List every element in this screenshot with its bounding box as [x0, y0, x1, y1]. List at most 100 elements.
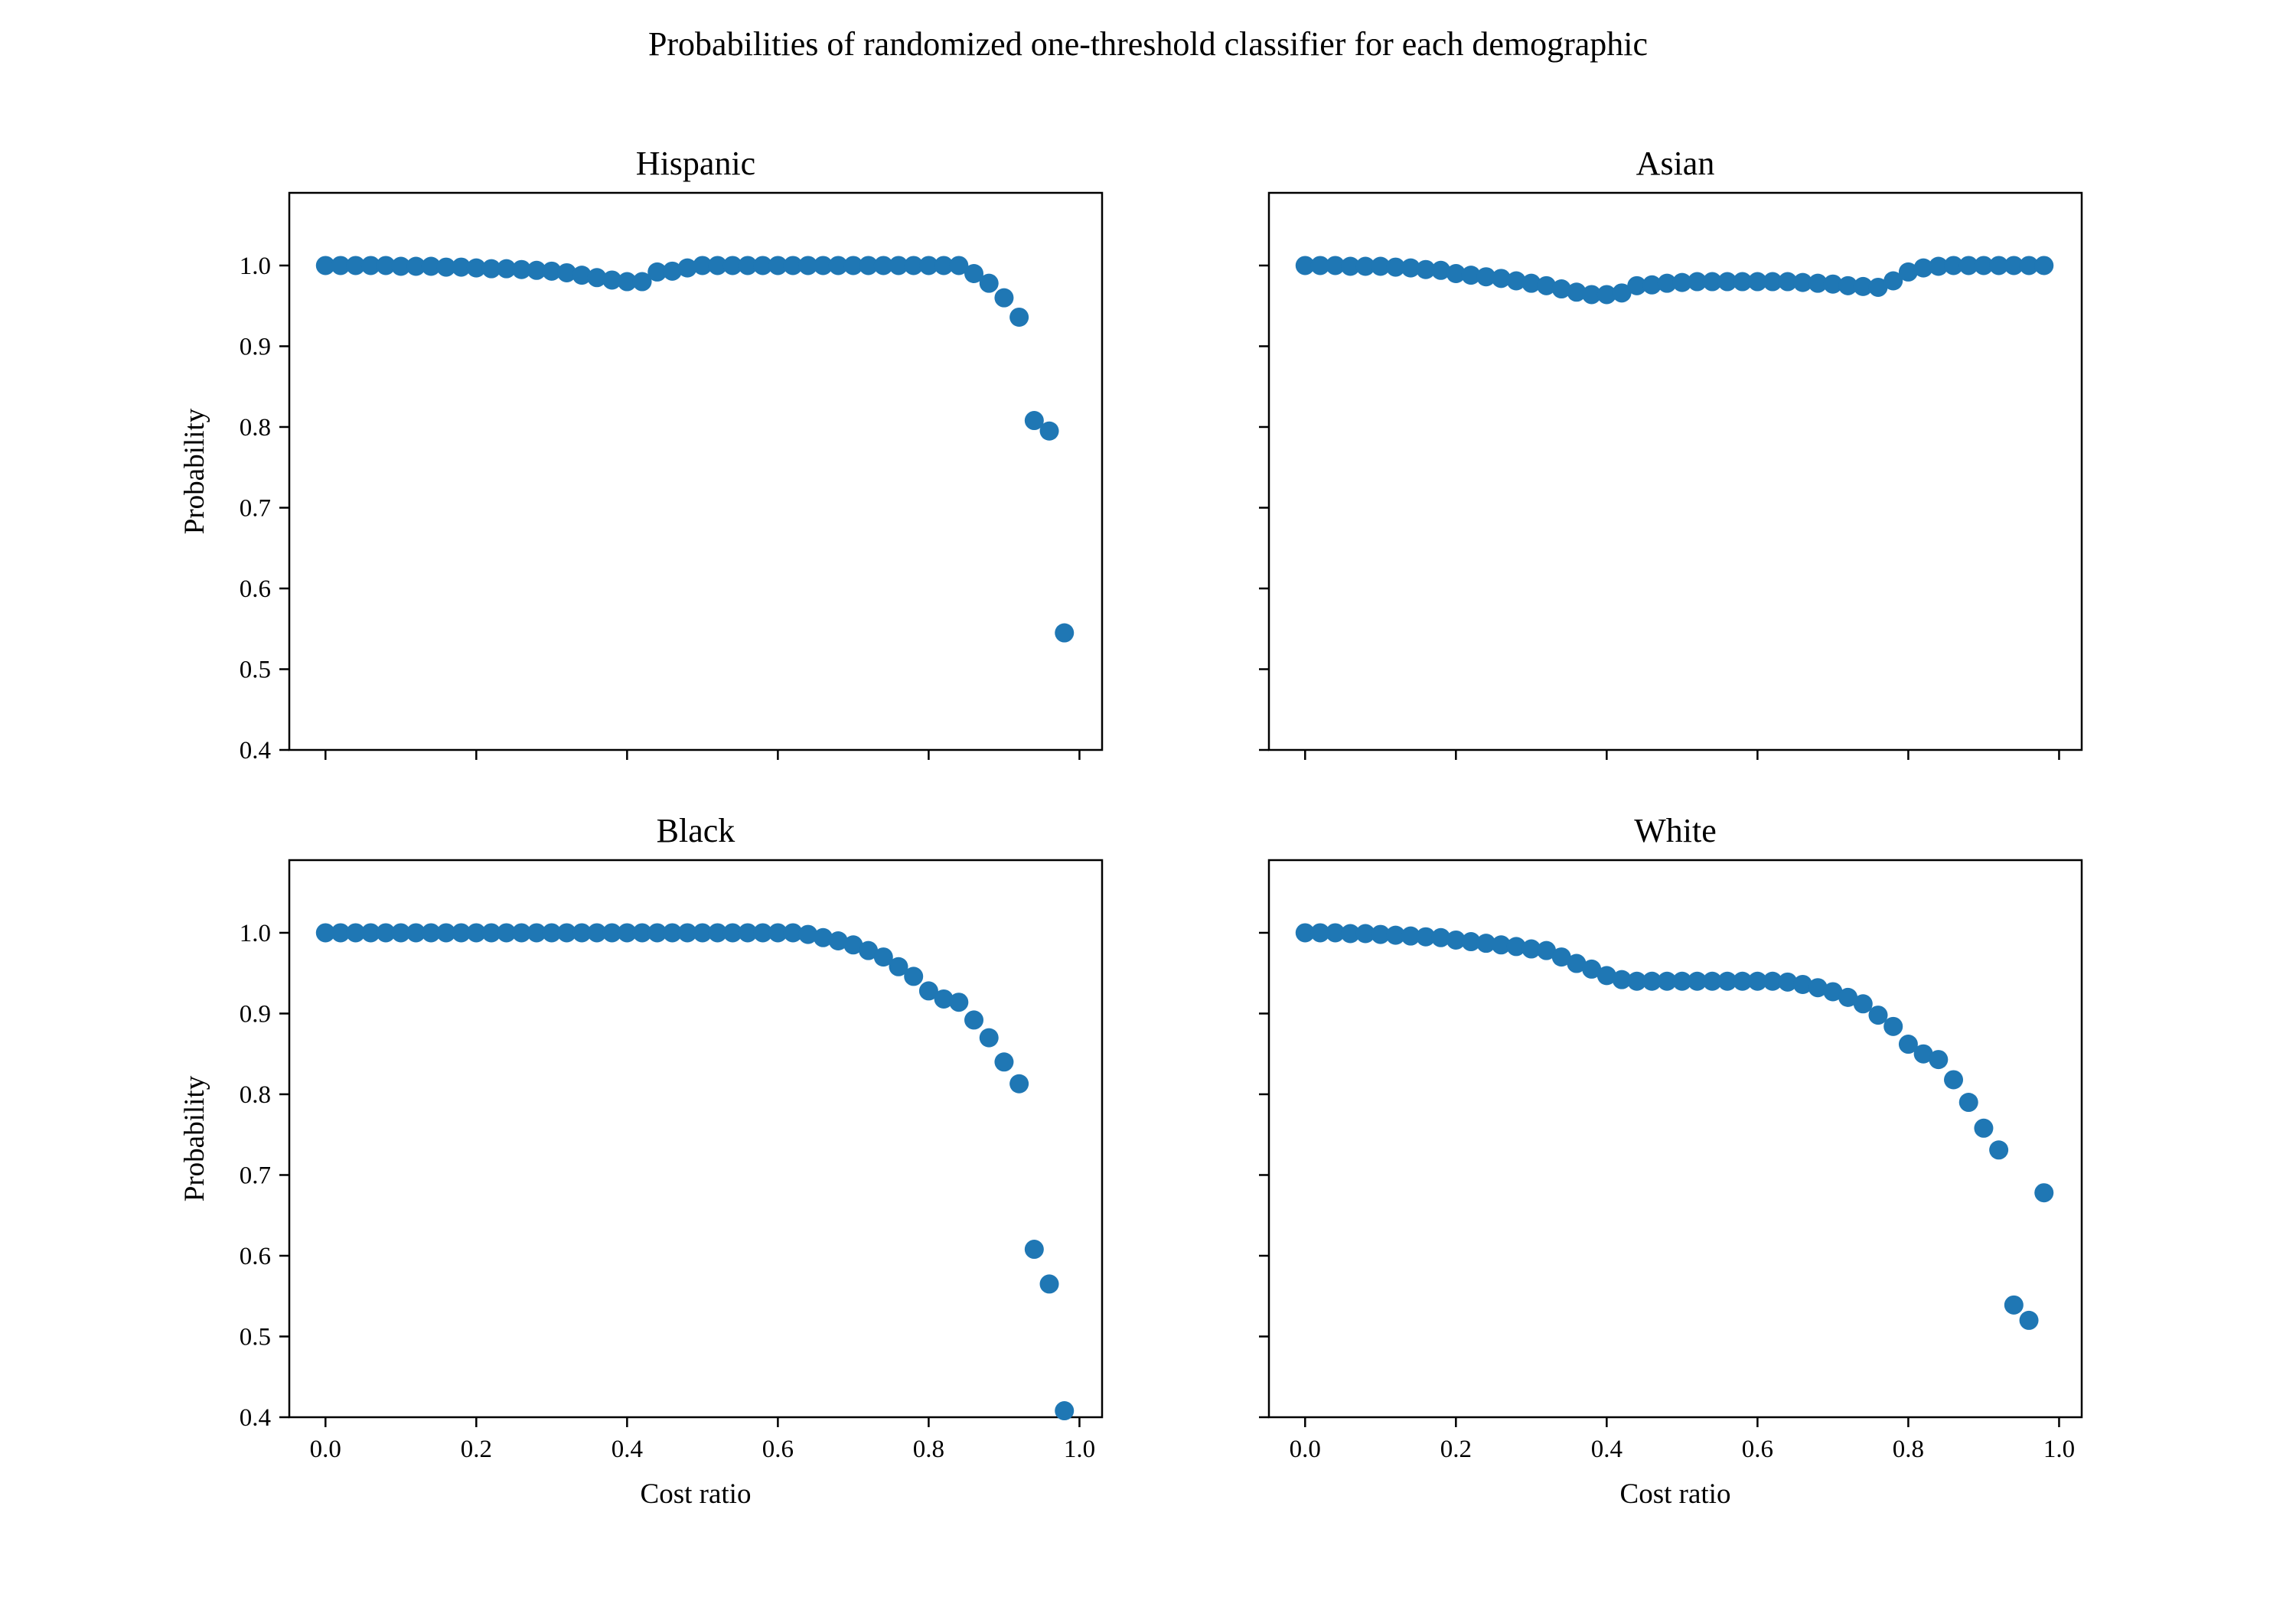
data-point-asian-45 [1974, 256, 1994, 275]
data-point-hispanic-5 [391, 256, 411, 276]
data-point-black-20 [617, 923, 637, 943]
data-point-hispanic-48 [1039, 421, 1059, 441]
data-point-black-15 [542, 923, 562, 943]
panel-title-white: White [1634, 812, 1717, 849]
data-point-black-10 [466, 923, 486, 943]
data-point-asian-44 [1958, 256, 1978, 275]
data-point-hispanic-19 [602, 270, 622, 290]
data-point-asian-5 [1371, 256, 1391, 276]
data-point-asian-17 [1551, 279, 1571, 299]
data-point-black-2 [346, 923, 366, 943]
data-point-white-44 [1958, 1093, 1978, 1113]
data-point-asian-15 [1521, 273, 1541, 293]
y-axis-label-black: Probability [179, 1075, 210, 1201]
data-point-hispanic-3 [360, 256, 380, 275]
data-point-black-26 [708, 923, 728, 943]
data-point-black-3 [360, 923, 380, 943]
data-point-hispanic-6 [406, 256, 426, 276]
data-point-hispanic-0 [315, 256, 335, 275]
axes-frame-asian [1267, 191, 2083, 751]
data-point-black-18 [587, 923, 607, 943]
data-point-asian-16 [1537, 275, 1557, 295]
y-tick-label-hispanic-1: 0.5 [240, 656, 271, 683]
data-point-white-43 [1944, 1070, 1964, 1090]
x-tick-label-white-4: 0.8 [1893, 1436, 1924, 1463]
data-point-asian-41 [1913, 258, 1933, 278]
data-point-asian-20 [1596, 285, 1616, 305]
data-point-asian-1 [1310, 256, 1330, 275]
data-point-white-39 [1883, 1016, 1903, 1036]
panel-hispanic: Hispanic 0.4 0.5 0.6 0.7 0.8 0.9 1.0 Probability [179, 145, 1104, 764]
data-point-white-28 [1717, 971, 1737, 991]
data-point-black-35 [843, 935, 863, 955]
data-point-white-14 [1506, 937, 1526, 957]
data-point-white-27 [1702, 971, 1722, 991]
data-point-hispanic-43 [964, 264, 984, 284]
data-point-hispanic-22 [647, 262, 667, 282]
data-point-asian-27 [1702, 272, 1722, 292]
data-point-hispanic-17 [572, 266, 592, 285]
data-point-black-28 [738, 923, 758, 943]
data-point-hispanic-11 [481, 259, 501, 279]
data-point-black-14 [527, 923, 546, 943]
data-point-black-7 [421, 923, 441, 943]
data-point-black-45 [994, 1052, 1014, 1072]
data-point-asian-22 [1627, 275, 1647, 295]
data-point-hispanic-27 [722, 256, 742, 275]
data-point-black-22 [647, 923, 667, 943]
data-point-hispanic-40 [918, 256, 938, 275]
data-point-hispanic-2 [346, 256, 366, 275]
axes-frame-hispanic [288, 191, 1104, 751]
data-point-white-38 [1868, 1006, 1888, 1025]
data-point-hispanic-30 [768, 256, 788, 275]
data-point-white-17 [1551, 947, 1571, 967]
y-tick-label-hispanic-2: 0.6 [240, 575, 271, 603]
data-point-black-40 [918, 981, 938, 1001]
data-point-black-48 [1039, 1274, 1059, 1294]
data-point-asian-26 [1688, 272, 1707, 292]
y-tick-label-hispanic-4: 0.8 [240, 414, 271, 442]
data-point-white-34 [1808, 978, 1828, 998]
y-tick-label-black-6: 1.0 [240, 920, 271, 947]
data-point-asian-34 [1808, 273, 1828, 293]
data-point-black-21 [632, 923, 652, 943]
data-point-black-6 [406, 923, 426, 943]
data-point-black-4 [376, 923, 396, 943]
data-point-black-34 [828, 931, 848, 951]
x-tick-label-white-5: 1.0 [2043, 1436, 2075, 1463]
data-point-asian-49 [2034, 256, 2054, 275]
data-point-hispanic-49 [1055, 623, 1075, 643]
data-point-asian-32 [1778, 272, 1798, 292]
y-tick-label-hispanic-0: 0.4 [240, 737, 271, 764]
data-point-white-1 [1310, 923, 1330, 943]
panels: Hispanic 0.4 0.5 0.6 0.7 0.8 0.9 1.0 Probability… [179, 145, 2083, 1510]
data-point-hispanic-16 [557, 262, 577, 282]
data-point-white-15 [1521, 939, 1541, 959]
axes-frame-white [1267, 859, 2083, 1419]
data-point-asian-9 [1431, 260, 1451, 280]
data-point-black-8 [436, 923, 456, 943]
data-point-asian-31 [1763, 272, 1782, 292]
panel-title-hispanic: Hispanic [636, 145, 755, 182]
data-point-white-16 [1537, 940, 1557, 960]
data-point-black-37 [873, 947, 893, 967]
data-point-white-45 [1974, 1118, 1994, 1138]
data-point-black-11 [481, 923, 501, 943]
data-point-hispanic-36 [859, 256, 879, 275]
data-point-hispanic-35 [843, 256, 863, 275]
data-point-white-20 [1596, 966, 1616, 986]
data-point-asian-33 [1792, 272, 1812, 292]
data-point-hispanic-23 [662, 261, 682, 281]
data-point-white-47 [2004, 1295, 2024, 1315]
data-point-hispanic-28 [738, 256, 758, 275]
data-point-black-23 [662, 923, 682, 943]
y-tick-label-hispanic-3: 0.7 [240, 494, 271, 522]
data-point-black-17 [572, 923, 592, 943]
data-point-black-30 [768, 923, 788, 943]
panel-title-asian: Asian [1636, 145, 1715, 182]
data-point-hispanic-26 [708, 256, 728, 275]
data-point-black-16 [557, 923, 577, 943]
data-point-white-40 [1898, 1035, 1918, 1054]
data-point-asian-2 [1326, 256, 1345, 275]
data-point-white-13 [1491, 935, 1511, 955]
